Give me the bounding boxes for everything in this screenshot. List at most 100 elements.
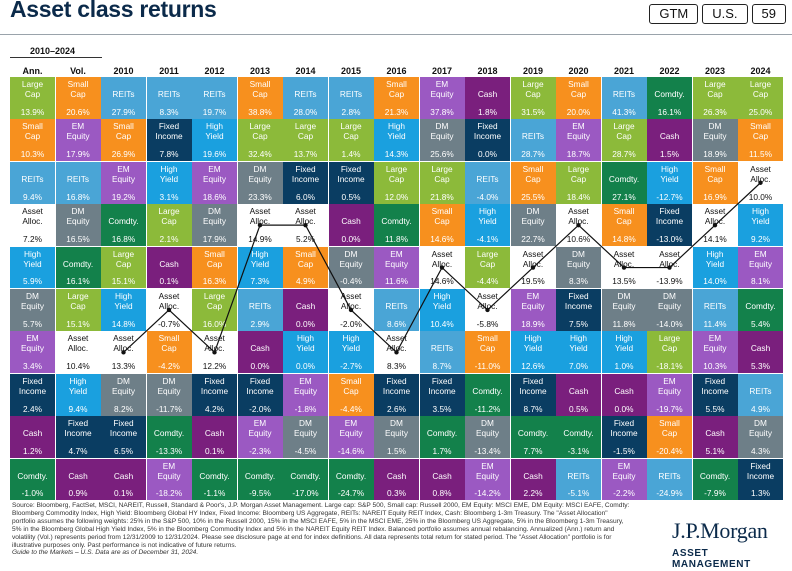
cell-asset-label: High Yield	[387, 121, 406, 142]
cell-asset-label: High Yield	[68, 375, 88, 396]
cell-asset-alloc: Asset Alloc. 12.2%	[192, 331, 237, 374]
cell-return-value: -19.7%	[656, 403, 683, 414]
cell-asset-label: EM Equity	[248, 418, 272, 439]
cell-large-cap: Large Cap 21.8%	[419, 161, 465, 204]
cell-asset-label: Large Cap	[749, 79, 772, 99]
cell-high-yield: High Yield 14.0%	[692, 246, 738, 289]
cell-return-value: 13.5%	[612, 276, 636, 287]
cell-return-value: 6.0%	[296, 191, 315, 202]
cell-comdty: Comdty. -7.9%	[692, 458, 738, 501]
cell-dm-equity: DM Equity 25.6%	[419, 119, 465, 162]
cell-asset-label: Comdty.	[290, 470, 321, 481]
cell-return-value: 0.5%	[341, 191, 361, 202]
cell-return-value: 0.0%	[296, 318, 315, 329]
column-header-2010: 2010	[113, 66, 134, 76]
column-header-2019: 2019	[522, 66, 544, 76]
cell-asset-label: Fixed Income	[382, 375, 411, 396]
cell-asset-label: DM Equity	[521, 206, 545, 227]
cell-return-value: 16.8%	[66, 191, 90, 202]
cell-return-value: 1.5%	[660, 149, 679, 160]
cell-return-value: 2.9%	[250, 318, 270, 329]
cell-em-equity: EM Equity 18.6%	[192, 161, 237, 204]
cell-asset-label: High Yield	[614, 333, 634, 354]
cell-return-value: -2.2%	[613, 488, 635, 499]
cell-return-value: 0.3%	[387, 488, 406, 499]
footnote-italic: Guide to the Markets – U.S. Data are as …	[12, 549, 199, 557]
column-header-ann: Ann.	[22, 66, 43, 76]
cell-asset-label: EM Equity	[703, 333, 727, 354]
cell-asset-label: Small Cap	[659, 418, 680, 439]
cell-return-value: 28.7%	[612, 149, 636, 160]
cell-fixed-income: Fixed Income -13.0%	[647, 204, 692, 247]
cell-asset-label: Cash	[341, 216, 361, 227]
cell-asset-label: EM Equity	[111, 163, 136, 184]
cell-em-equity: EM Equity 11.6%	[374, 246, 419, 289]
cell-return-value: 8.2%	[114, 403, 133, 414]
cell-asset-label: Large Cap	[249, 121, 271, 142]
asset-allocation-point	[576, 222, 581, 228]
cell-high-yield: High Yield 14.8%	[101, 289, 146, 331]
cell-asset-label: DM Equity	[339, 248, 363, 269]
cell-asset-label: Comdty.	[654, 89, 685, 99]
cell-comdty: Comdty. -13.3%	[146, 416, 192, 459]
cell-return-value: 5.3%	[751, 361, 770, 372]
cell-return-value: 10.4%	[430, 318, 454, 329]
column-header-2015: 2015	[340, 66, 362, 76]
cell-fixed-income: Fixed Income 3.5%	[419, 373, 465, 416]
cell-asset-label: Large Cap	[340, 121, 362, 142]
cell-return-value: 3.5%	[432, 403, 452, 414]
cell-asset-label: DM Equity	[703, 121, 727, 142]
cell-small-cap: Small Cap 21.3%	[374, 77, 419, 119]
cell-return-value: -13.9%	[656, 276, 683, 287]
cell-cash: Cash 0.0%	[601, 373, 647, 416]
cell-return-value: -4.1%	[476, 234, 499, 245]
cell-return-value: 2.8%	[341, 106, 361, 117]
cell-high-yield: High Yield 1.0%	[601, 331, 647, 374]
cell-return-value: 31.5%	[521, 106, 545, 117]
cell-em-equity: EM Equity 17.9%	[55, 119, 101, 162]
cell-asset-label: Cash	[523, 470, 543, 481]
cell-asset-label: DM Equity	[66, 206, 90, 227]
cell-reits: REITs 4.9%	[738, 373, 783, 416]
cell-asset-label: EM Equity	[475, 460, 500, 481]
cell-reits: REITs 2.8%	[328, 77, 374, 119]
cell-asset-label: Large Cap	[385, 163, 408, 184]
cell-asset-label: Small Cap	[113, 121, 134, 142]
cell-asset-label: Cash	[477, 89, 498, 99]
cell-asset-label: Cash	[68, 470, 88, 481]
cell-return-value: 9.2%	[751, 234, 770, 245]
cell-return-value: 3.1%	[159, 191, 179, 202]
cell-asset-label: High Yield	[159, 163, 179, 184]
cell-asset-label: Fixed Income	[109, 418, 138, 439]
cell-return-value: 19.2%	[111, 191, 136, 202]
column-header-2022: 2022	[659, 66, 680, 76]
cell-return-value: 27.9%	[111, 106, 136, 117]
cell-return-value: 7.3%	[250, 276, 270, 287]
cell-asset-label: Asset Alloc.	[113, 333, 134, 354]
cell-cash: Cash 0.1%	[192, 416, 237, 459]
badge-gtm: GTM	[649, 4, 699, 24]
cell-reits: REITs 27.9%	[101, 77, 146, 119]
cell-asset-label: REITs	[612, 89, 636, 99]
cell-asset-label: Asset Alloc.	[158, 291, 180, 311]
cell-small-cap: Small Cap -11.0%	[465, 331, 510, 374]
cell-return-value: 15.1%	[111, 276, 136, 287]
cell-small-cap: Small Cap 14.6%	[419, 204, 465, 247]
cell-dm-equity: DM Equity 18.9%	[692, 119, 738, 162]
cell-asset-label: EM Equity	[521, 291, 545, 311]
cell-return-value: 15.1%	[66, 318, 90, 329]
cell-fixed-income: Fixed Income 6.5%	[101, 416, 146, 459]
cell-large-cap: Large Cap 2.1%	[146, 204, 192, 247]
cell-return-value: 19.7%	[202, 106, 227, 117]
cell-asset-label: High Yield	[296, 333, 315, 354]
logo-brand: J.P.Morgan	[672, 518, 768, 543]
cell-asset-label: Small Cap	[477, 333, 498, 354]
cell-asset-label: High Yield	[705, 248, 725, 269]
cell-asset-label: Fixed Income	[337, 163, 365, 184]
cell-fixed-income: Fixed Income -2.0%	[237, 373, 283, 416]
cell-fixed-income: Fixed Income 1.3%	[738, 458, 783, 501]
cell-asset-label: Asset Alloc.	[22, 206, 43, 227]
column-header-2023: 2023	[704, 66, 726, 76]
cell-return-value: 8.1%	[751, 276, 770, 287]
